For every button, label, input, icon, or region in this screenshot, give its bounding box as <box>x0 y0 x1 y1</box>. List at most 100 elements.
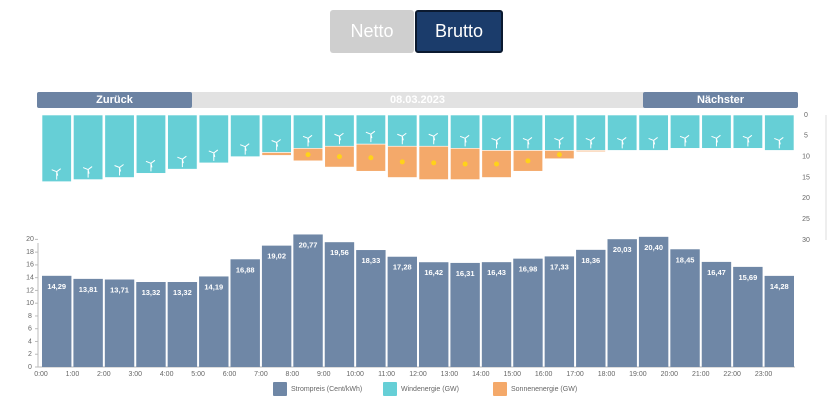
price-bar <box>638 236 669 367</box>
turbine-icon <box>145 159 156 172</box>
y-tick-label: 20 <box>802 195 810 202</box>
value-label: 14,29 <box>47 282 66 291</box>
x-tick-label: 5:00 <box>191 371 205 378</box>
price-bar <box>261 245 292 367</box>
legend-swatch <box>493 382 507 396</box>
y-tick-label: 15 <box>802 174 810 181</box>
x-tick-label: 14:00 <box>472 371 490 378</box>
y-tick-label: 18 <box>26 249 34 256</box>
x-tick-label: 17:00 <box>566 371 584 378</box>
brutto-button[interactable]: Brutto <box>415 10 503 53</box>
x-tick-label: 12:00 <box>409 371 427 378</box>
legend-label: Windenergie (GW) <box>401 386 459 393</box>
x-tick-label: 15:00 <box>503 371 521 378</box>
value-label: 19,56 <box>330 248 349 257</box>
legend-swatch <box>383 382 397 396</box>
y-tick-label: 8 <box>28 313 32 320</box>
price-bar <box>513 258 543 367</box>
value-label: 18,33 <box>361 256 380 265</box>
y-tick-label: 2 <box>28 351 32 358</box>
wind-bar <box>73 114 104 180</box>
y-tick-label: 0 <box>28 364 32 371</box>
x-tick-label: 3:00 <box>128 371 142 378</box>
turbine-icon <box>177 155 187 168</box>
price-bar <box>356 250 386 367</box>
turbine-icon <box>679 134 690 147</box>
price-bar <box>481 262 512 367</box>
x-tick-label: 11:00 <box>378 371 395 378</box>
date-label: 08.03.2023 <box>389 94 446 106</box>
price-bar <box>576 249 606 367</box>
x-tick-label: 4:00 <box>160 371 174 378</box>
sun-icon <box>368 155 374 161</box>
x-tick-label: 2:00 <box>97 371 111 378</box>
price-bar <box>607 239 637 367</box>
turbine-icon <box>554 137 564 149</box>
value-label: 15,69 <box>738 273 757 282</box>
value-label: 19,02 <box>267 252 286 261</box>
turbine-icon <box>742 134 753 147</box>
price-bar <box>701 261 732 367</box>
x-tick-label: 0:00 <box>34 371 48 378</box>
price-bar <box>230 259 260 367</box>
y-tick-label: 25 <box>802 216 810 223</box>
sun-icon <box>556 152 562 158</box>
turbine-icon <box>114 164 124 176</box>
price-bar <box>670 249 700 367</box>
y-tick-label: 20 <box>26 236 34 243</box>
prev-button[interactable]: Zurück <box>37 92 192 108</box>
price-bar <box>764 275 794 367</box>
legend-swatch <box>273 382 287 396</box>
x-tick-label: 22:00 <box>723 371 741 378</box>
sun-icon <box>399 159 405 165</box>
turbine-icon <box>428 132 439 145</box>
sun-icon <box>525 158 531 164</box>
x-tick-label: 7:00 <box>254 371 268 378</box>
price-bar <box>419 262 449 367</box>
sun-icon <box>305 152 311 158</box>
x-tick-label: 18:00 <box>598 371 616 378</box>
x-tick-label: 23:00 <box>755 371 773 378</box>
sun-icon <box>462 161 468 167</box>
y-tick-label: 12 <box>26 287 34 294</box>
value-label: 20,77 <box>299 240 318 249</box>
price-bar <box>450 262 480 367</box>
turbine-icon <box>51 168 62 180</box>
turbine-icon <box>271 139 281 151</box>
turbine-icon <box>774 137 784 149</box>
value-label: 16,31 <box>456 269 475 278</box>
x-tick-label: 20:00 <box>661 371 679 378</box>
price-bar <box>199 276 229 367</box>
value-label: 13,32 <box>173 288 192 297</box>
price-bar <box>73 278 103 367</box>
next-button[interactable]: Nächster <box>643 92 798 108</box>
y-tick-label: 10 <box>26 300 34 307</box>
turbine-icon <box>82 166 93 178</box>
value-label: 14,19 <box>204 282 223 291</box>
price-bar <box>293 234 323 367</box>
value-label: 20,03 <box>613 245 632 254</box>
x-tick-label: 10:00 <box>346 371 364 378</box>
sun-icon <box>431 160 437 166</box>
turbine-icon <box>459 134 470 147</box>
price-bar <box>136 282 166 367</box>
sun-icon <box>494 161 500 167</box>
value-label: 16,47 <box>707 268 726 277</box>
value-label: 13,81 <box>79 285 98 294</box>
x-tick-label: 9:00 <box>317 371 331 378</box>
x-tick-label: 19:00 <box>629 371 647 378</box>
value-label: 20,40 <box>644 243 663 252</box>
sun-icon <box>336 154 342 160</box>
price-bar <box>324 242 355 367</box>
turbine-icon <box>365 130 376 143</box>
turbine-icon <box>397 132 407 145</box>
turbine-icon <box>491 137 501 149</box>
price-bar <box>167 282 198 367</box>
value-label: 17,33 <box>550 262 569 271</box>
wind-bar <box>638 114 669 151</box>
netto-button[interactable]: Netto <box>330 10 414 53</box>
x-tick-label: 16:00 <box>535 371 553 378</box>
y-tick-label: 14 <box>26 275 34 282</box>
